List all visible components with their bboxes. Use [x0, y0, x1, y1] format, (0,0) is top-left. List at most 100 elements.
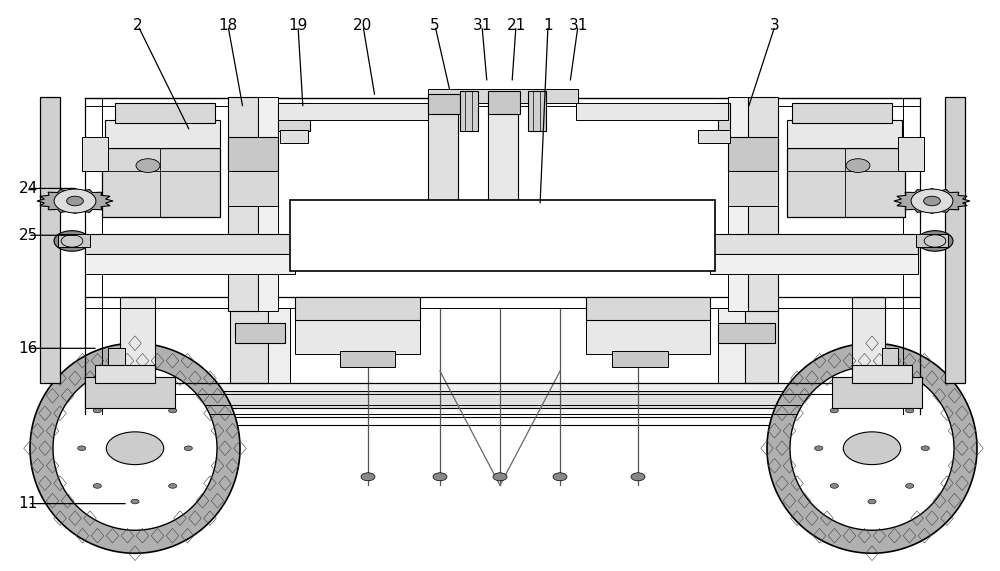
Bar: [85, 254, 295, 274]
Bar: [115, 103, 215, 123]
Polygon shape: [37, 188, 113, 214]
Circle shape: [361, 473, 375, 481]
Text: 5: 5: [430, 18, 440, 33]
Circle shape: [131, 499, 139, 504]
Text: 31: 31: [472, 18, 492, 33]
Circle shape: [184, 446, 192, 451]
Bar: [80, 383, 930, 391]
Bar: [852, 365, 912, 383]
Circle shape: [169, 484, 177, 488]
Circle shape: [433, 473, 447, 481]
Text: 20: 20: [353, 18, 373, 33]
Bar: [40, 97, 60, 383]
Bar: [728, 97, 748, 311]
Bar: [710, 254, 918, 274]
Circle shape: [846, 159, 870, 172]
Circle shape: [924, 235, 946, 247]
Circle shape: [131, 393, 139, 397]
Text: 3: 3: [770, 18, 780, 33]
Bar: [488, 91, 518, 200]
Bar: [278, 103, 430, 120]
Circle shape: [631, 473, 645, 481]
Bar: [428, 94, 460, 114]
Bar: [120, 297, 155, 377]
Bar: [278, 103, 310, 131]
Bar: [612, 351, 668, 367]
Polygon shape: [790, 366, 954, 530]
Text: 25: 25: [18, 228, 38, 243]
Bar: [945, 97, 965, 383]
Circle shape: [921, 446, 929, 451]
Circle shape: [843, 432, 901, 465]
Bar: [586, 320, 710, 354]
Circle shape: [830, 484, 838, 488]
Bar: [105, 120, 220, 148]
Bar: [428, 97, 458, 200]
Text: 2: 2: [133, 18, 143, 33]
Bar: [745, 308, 778, 383]
Bar: [95, 365, 155, 383]
Bar: [898, 137, 924, 171]
Circle shape: [169, 408, 177, 413]
Bar: [108, 348, 125, 368]
Circle shape: [136, 159, 160, 172]
Bar: [528, 91, 546, 131]
Circle shape: [67, 196, 83, 206]
Bar: [748, 97, 778, 311]
Bar: [228, 171, 278, 206]
Bar: [488, 91, 520, 114]
Bar: [228, 97, 258, 311]
Bar: [728, 137, 778, 171]
Text: 1: 1: [543, 18, 553, 33]
Bar: [882, 348, 898, 368]
Bar: [576, 103, 728, 120]
Bar: [698, 130, 730, 143]
Circle shape: [906, 408, 914, 413]
Circle shape: [906, 484, 914, 488]
Bar: [718, 103, 730, 131]
Bar: [85, 377, 175, 408]
Bar: [728, 171, 778, 206]
Circle shape: [830, 408, 838, 413]
Bar: [718, 323, 775, 343]
Bar: [852, 297, 885, 377]
Text: 24: 24: [18, 181, 38, 196]
Circle shape: [93, 408, 101, 413]
Circle shape: [868, 393, 876, 397]
Text: 11: 11: [18, 496, 38, 511]
Bar: [228, 137, 278, 171]
Text: 19: 19: [288, 18, 308, 33]
Bar: [85, 234, 295, 254]
Circle shape: [815, 446, 823, 451]
Bar: [832, 377, 922, 408]
Circle shape: [106, 432, 164, 465]
Circle shape: [911, 189, 953, 213]
Polygon shape: [53, 366, 217, 530]
Bar: [102, 148, 220, 217]
Circle shape: [868, 499, 876, 504]
Text: 18: 18: [218, 18, 238, 33]
Circle shape: [924, 196, 940, 206]
Bar: [268, 308, 290, 383]
Bar: [280, 130, 308, 143]
Circle shape: [54, 231, 90, 251]
Bar: [295, 297, 420, 320]
Bar: [916, 234, 948, 247]
Circle shape: [61, 235, 83, 247]
Bar: [290, 200, 715, 271]
Circle shape: [93, 484, 101, 488]
Bar: [586, 297, 710, 320]
Bar: [58, 234, 90, 247]
Bar: [787, 120, 902, 148]
Bar: [80, 391, 930, 408]
Bar: [340, 351, 395, 367]
Bar: [235, 323, 285, 343]
Bar: [710, 234, 918, 254]
Bar: [428, 89, 578, 103]
Circle shape: [78, 446, 86, 451]
Text: 21: 21: [506, 18, 526, 33]
Bar: [792, 103, 892, 123]
Bar: [787, 148, 905, 217]
Bar: [460, 91, 478, 131]
Circle shape: [493, 473, 507, 481]
